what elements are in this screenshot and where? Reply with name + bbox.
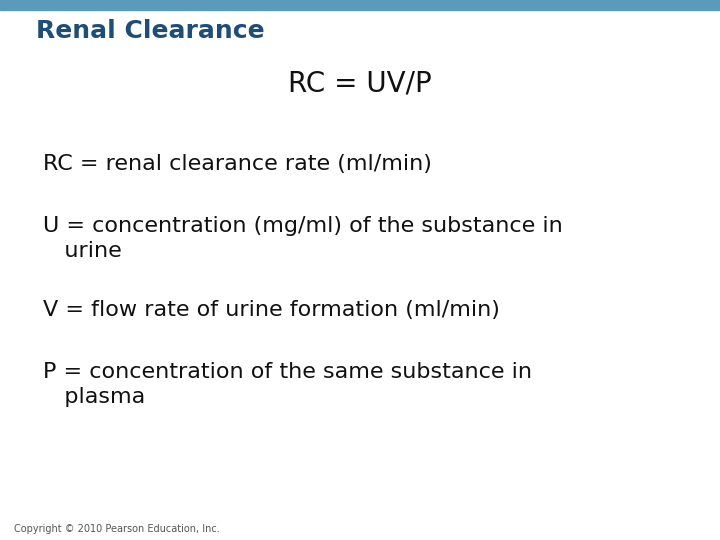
Text: V = flow rate of urine formation (ml/min): V = flow rate of urine formation (ml/min… [43,300,500,320]
Bar [0,0,720,10]
Text: Renal Clearance: Renal Clearance [36,19,265,43]
Text: Copyright © 2010 Pearson Education, Inc.: Copyright © 2010 Pearson Education, Inc. [14,523,220,534]
Text: U = concentration (mg/ml) of the substance in
   urine: U = concentration (mg/ml) of the substan… [43,216,563,261]
Text: RC = renal clearance rate (ml/min): RC = renal clearance rate (ml/min) [43,154,432,174]
Text: RC = UV/P: RC = UV/P [288,70,432,98]
Text: P = concentration of the same substance in
   plasma: P = concentration of the same substance … [43,362,532,407]
